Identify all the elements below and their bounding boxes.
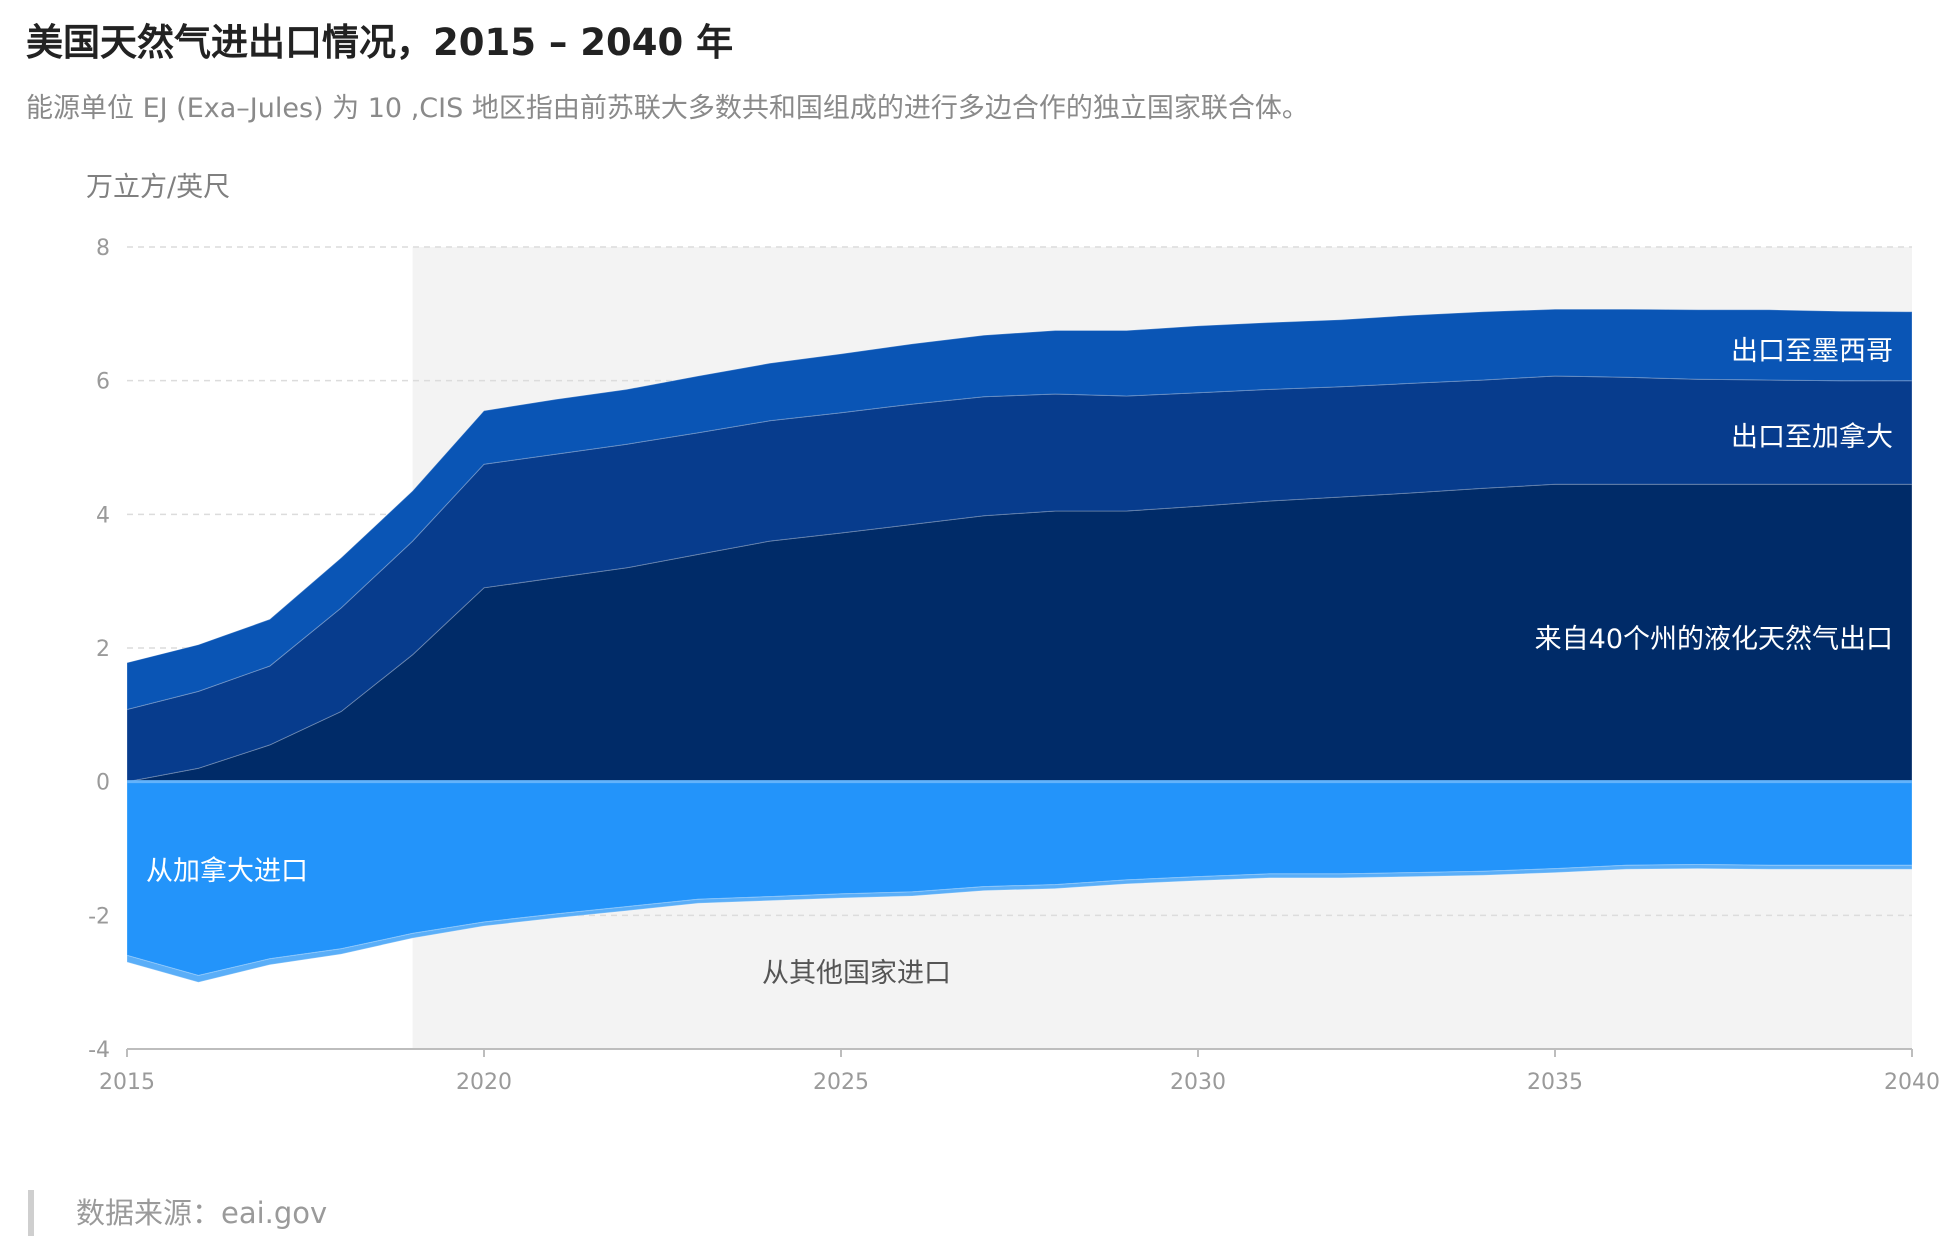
series-label-lng: 来自40个州的液化天然气出口 (1535, 624, 1893, 655)
chart-subtitle: 能源单位 EJ (Exa–Jules) 为 10 ,CIS 地区指由前苏联大多数… (26, 93, 1309, 124)
series-label-canada-import: 从加拿大进口 (146, 856, 308, 887)
series-label-mexico: 出口至墨西哥 (1731, 336, 1893, 367)
axes: 8 6 4 2 0 -2 -4 2015 2020 2025 2030 2035 2040 (88, 236, 1940, 1095)
x-tick-label: 2020 (456, 1070, 512, 1095)
x-tick-label: 2015 (99, 1070, 155, 1095)
series-labels: 出口至墨西哥 出口至加拿大 来自40个州的液化天然气出口 从加拿大进口 从其他国… (146, 336, 1893, 989)
x-tick-label: 2035 (1527, 1070, 1583, 1095)
x-tick-label: 2025 (813, 1070, 869, 1095)
x-tick-label: 2030 (1170, 1070, 1226, 1095)
y-tick-label: 6 (96, 370, 110, 395)
series-label-canada-export: 出口至加拿大 (1731, 422, 1893, 453)
area-exports-mexico (126, 308, 1913, 711)
area-series (126, 308, 1913, 983)
x-tick-label: 2040 (1884, 1070, 1940, 1095)
y-tick-label: 2 (96, 637, 110, 662)
y-tick-label: 4 (96, 503, 110, 528)
y-axis-title: 万立方/英尺 (86, 172, 230, 203)
y-tick-label: -2 (88, 904, 110, 929)
area-imports-other (126, 863, 1913, 983)
chart-title: 美国天然气进出口情况，2015 – 2040 年 (26, 21, 734, 64)
data-source: 数据来源：eai.gov (28, 1190, 327, 1236)
series-label-other-import: 从其他国家进口 (762, 958, 951, 989)
y-tick-label: -4 (88, 1038, 110, 1063)
y-tick-label: 8 (96, 236, 110, 261)
y-tick-label: 0 (96, 771, 110, 796)
